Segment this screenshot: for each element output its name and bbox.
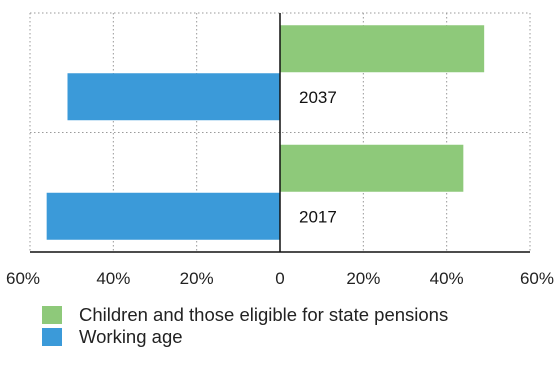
legend-label-working-age: Working age bbox=[79, 326, 183, 347]
bar-dependents-2017 bbox=[280, 144, 464, 192]
legend: Children and those eligible for state pe… bbox=[42, 304, 448, 348]
x-tick-label: 40% bbox=[96, 269, 130, 288]
legend-swatch-green bbox=[42, 306, 62, 324]
category-label-2037: 2037 bbox=[299, 88, 337, 107]
bar-working-age-2017 bbox=[46, 192, 280, 240]
grid-lines bbox=[29, 12, 531, 252]
bars bbox=[46, 25, 485, 240]
x-tick-label: 0 bbox=[275, 269, 284, 288]
bar-working-age-2037 bbox=[67, 73, 280, 121]
labels: 2037 2017 60% 40% 20% 0 20% 40% 60% bbox=[6, 88, 554, 288]
axis bbox=[30, 13, 530, 253]
butterfly-chart: 2037 2017 60% 40% 20% 0 20% 40% 60% bbox=[6, 12, 554, 288]
legend-item-working-age: Working age bbox=[42, 326, 448, 348]
x-tick-label: 40% bbox=[430, 269, 464, 288]
x-tick-label: 20% bbox=[346, 269, 380, 288]
x-tick-label: 60% bbox=[520, 269, 554, 288]
x-tick-label: 60% bbox=[6, 269, 40, 288]
bar-dependents-2037 bbox=[280, 25, 485, 73]
legend-swatch-blue bbox=[42, 328, 62, 346]
category-label-2017: 2017 bbox=[299, 207, 337, 226]
x-tick-label: 20% bbox=[180, 269, 214, 288]
legend-label-children-pensions: Children and those eligible for state pe… bbox=[79, 304, 449, 325]
legend-item-children-pensions: Children and those eligible for state pe… bbox=[42, 304, 448, 326]
